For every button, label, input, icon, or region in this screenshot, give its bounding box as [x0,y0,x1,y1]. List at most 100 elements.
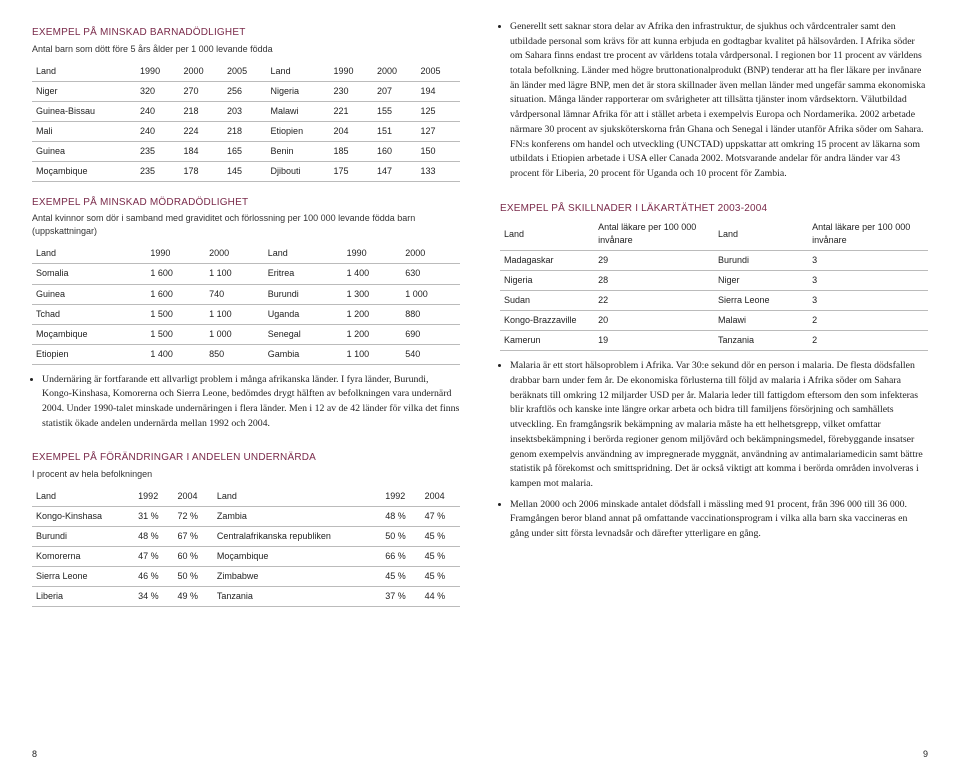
table-row: Sierra Leone46 %50 %Zimbabwe45 %45 % [32,567,460,587]
table-cell: 1 600 [146,284,205,304]
table-row: Kamerun19Tanzania2 [500,331,928,351]
table-cell: 50 % [381,527,420,547]
table-row: Liberia34 %49 %Tanzania37 %44 % [32,587,460,607]
table-cell: 256 [223,81,267,101]
table-cell: 45 % [421,547,460,567]
child-mortality-subtitle: Antal barn som dött före 5 års ålder per… [32,43,460,56]
table-cell: 45 % [381,567,420,587]
table-cell: Komorerna [32,547,134,567]
table-cell: Guinea-Bissau [32,101,136,121]
table-cell: Djibouti [267,161,330,181]
table-cell: Malawi [267,101,330,121]
table-cell: Tchad [32,304,146,324]
table-cell: 218 [180,101,224,121]
table-cell: Guinea [32,141,136,161]
table-cell: 1 100 [343,344,402,364]
table-row: Niger320270256Nigeria230207194 [32,81,460,101]
table-cell: 235 [136,141,180,161]
table-cell: Tanzania [714,331,808,351]
table-cell: 49 % [174,587,213,607]
right-column: Generellt sett saknar stora delar av Afr… [500,20,928,761]
table-cell: 1 100 [205,264,264,284]
table-cell: Burundi [714,251,808,271]
table-row: Etiopien1 400850Gambia1 100540 [32,344,460,364]
table-cell: 1 600 [146,264,205,284]
table-cell: 218 [223,121,267,141]
table-cell: 3 [808,291,928,311]
table-cell: Tanzania [213,587,381,607]
table-cell: 194 [416,81,460,101]
table-cell: 1 200 [343,324,402,344]
table-cell: Zimbabwe [213,567,381,587]
table-cell: Sudan [500,291,594,311]
table-row: Mali240224218Etiopien204151127 [32,121,460,141]
table-cell: 1 200 [343,304,402,324]
table-cell: 125 [416,101,460,121]
undernourishment-table: Land 1992 2004 Land 1992 2004 Kongo-Kins… [32,487,460,607]
table-row: Kongo-Brazzaville20Malawi2 [500,311,928,331]
table-header: Land Antal läkare per 100 000 invånare L… [500,218,928,251]
table-header: Land 1992 2004 Land 1992 2004 [32,487,460,507]
table-cell: 207 [373,81,417,101]
table-cell: Sierra Leone [714,291,808,311]
maternal-mortality-subtitle: Antal kvinnor som dör i samband med grav… [32,212,460,238]
table-cell: 1 100 [205,304,264,324]
table-cell: 184 [180,141,224,161]
table-row: Burundi48 %67 %Centralafrikanska republi… [32,527,460,547]
table-cell: 127 [416,121,460,141]
table-cell: 740 [205,284,264,304]
table-cell: 72 % [174,507,213,527]
table-row: Guinea235184165Benin185160150 [32,141,460,161]
table-cell: Gambia [264,344,343,364]
table-cell: 2 [808,331,928,351]
table-row: Moçambique235178145Djibouti175147133 [32,161,460,181]
table-cell: 1 400 [146,344,205,364]
table-cell: 150 [416,141,460,161]
child-mortality-table: Land 1990 2000 2005 Land 1990 2000 2005 … [32,62,460,182]
doctors-title: EXEMPEL PÅ SKILLNADER I LÄKARTÄTHET 2003… [500,202,928,217]
table-row: Somalia1 6001 100Eritrea1 400630 [32,264,460,284]
table-cell: 160 [373,141,417,161]
table-cell: 50 % [174,567,213,587]
table-cell: 3 [808,251,928,271]
malaria-bullet-list: Malaria är ett stort hälsoproblem i Afri… [510,359,928,547]
table-cell: 204 [329,121,373,141]
table-cell: 240 [136,101,180,121]
table-cell: 45 % [421,527,460,547]
malaria-bullet-2: Mellan 2000 och 2006 minskade antalet dö… [510,498,928,542]
table-cell: 630 [401,264,460,284]
table-cell: 48 % [381,507,420,527]
table-cell: Liberia [32,587,134,607]
table-cell: 66 % [381,547,420,567]
table-cell: 34 % [134,587,173,607]
table-cell: 133 [416,161,460,181]
table-cell: 1 000 [401,284,460,304]
table-cell: 540 [401,344,460,364]
table-cell: 175 [329,161,373,181]
table-cell: 151 [373,121,417,141]
table-cell: 20 [594,311,714,331]
table-cell: 320 [136,81,180,101]
table-cell: 165 [223,141,267,161]
table-cell: 145 [223,161,267,181]
table-cell: 240 [136,121,180,141]
table-header: Land 1990 2000 Land 1990 2000 [32,244,460,264]
maternal-mortality-title: EXEMPEL PÅ MINSKAD MÖDRADÖDLIGHET [32,196,460,211]
table-cell: Burundi [32,527,134,547]
table-row: Komorerna47 %60 %Moçambique66 %45 % [32,547,460,567]
table-cell: 185 [329,141,373,161]
table-cell: 850 [205,344,264,364]
table-cell: 1 300 [343,284,402,304]
table-cell: Eritrea [264,264,343,284]
undernourishment-bullet: Undernäring är fortfarande ett allvarlig… [42,373,460,432]
health-bullet-list: Generellt sett saknar stora delar av Afr… [510,20,928,188]
table-cell: 46 % [134,567,173,587]
table-cell: Zambia [213,507,381,527]
table-cell: 1 500 [146,304,205,324]
table-row: Sudan22Sierra Leone3 [500,291,928,311]
table-cell: 19 [594,331,714,351]
table-cell: 221 [329,101,373,121]
table-row: Guinea1 600740Burundi1 3001 000 [32,284,460,304]
table-cell: 37 % [381,587,420,607]
table-cell: 230 [329,81,373,101]
